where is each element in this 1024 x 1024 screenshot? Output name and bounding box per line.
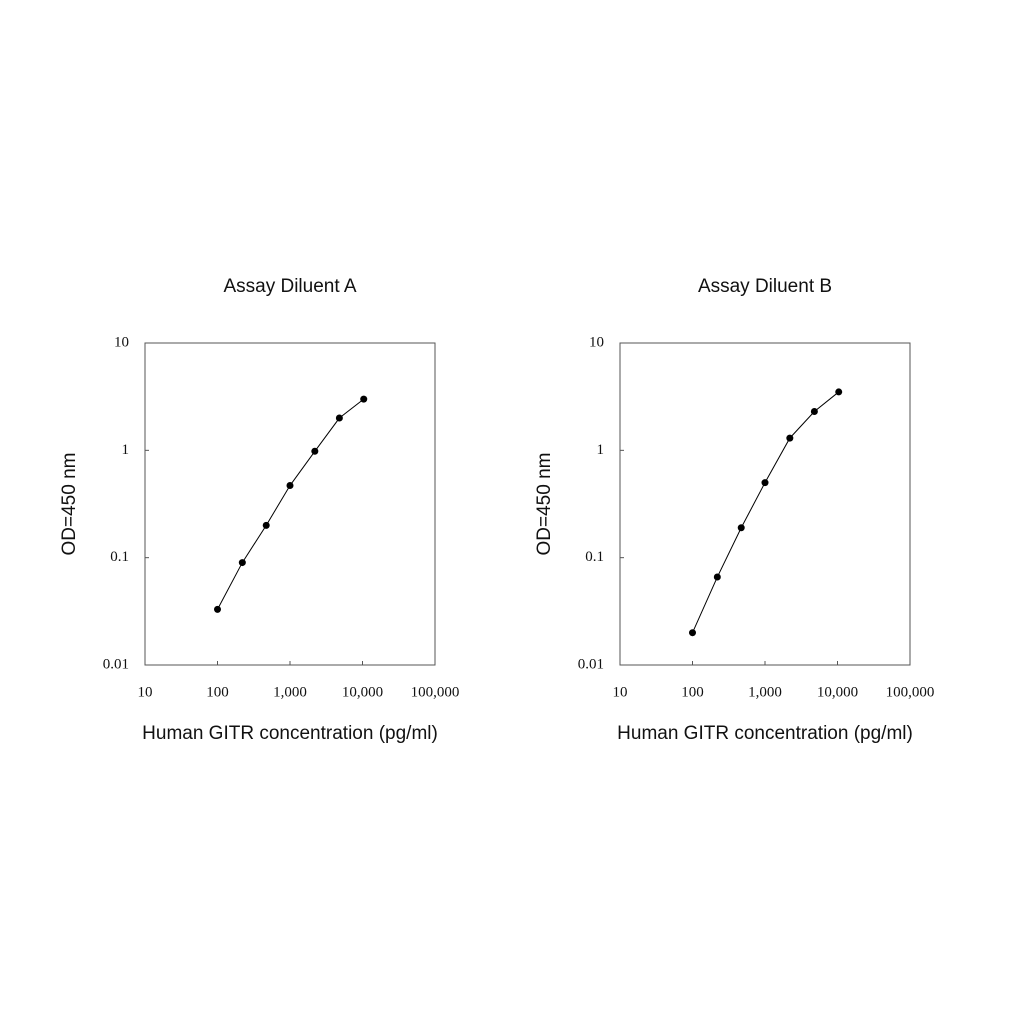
- y-tick-label: 0.01: [578, 656, 604, 672]
- data-point: [810, 408, 818, 416]
- data-point: [311, 447, 319, 455]
- data-point: [737, 524, 745, 532]
- x-tick-label: 10: [138, 684, 153, 700]
- data-point: [360, 395, 368, 403]
- data-point: [835, 388, 843, 396]
- y-tick-label: 1: [122, 442, 130, 458]
- plot-frame: [144, 342, 436, 666]
- x-tick-label: 10,000: [342, 684, 383, 700]
- data-point: [214, 605, 221, 613]
- y-tick-label: 10: [589, 334, 604, 350]
- data-point: [286, 482, 294, 490]
- data-point: [786, 434, 794, 442]
- y-tick-label: 0.1: [585, 549, 604, 565]
- data-line: [217, 398, 365, 610]
- y-tick-label: 0.1: [110, 549, 129, 565]
- y-tick-label: 1: [597, 442, 605, 458]
- chart-title: Assay Diluent A: [223, 276, 356, 297]
- x-tick-label: 100,000: [886, 684, 935, 700]
- x-axis-label: Human GITR concentration (pg/ml): [142, 723, 438, 744]
- data-point: [238, 559, 246, 567]
- x-tick-label: 1,000: [748, 684, 782, 700]
- x-tick-label: 1,000: [273, 684, 307, 700]
- y-tick-label: 0.01: [103, 656, 129, 672]
- x-tick-label: 10: [613, 684, 628, 700]
- data-line: [692, 391, 840, 633]
- y-tick-label: 10: [114, 334, 129, 350]
- data-point: [761, 479, 769, 487]
- x-tick-label: 100,000: [411, 684, 460, 700]
- data-point: [262, 521, 270, 529]
- x-tick-label: 100: [681, 684, 704, 700]
- x-tick-label: 10,000: [817, 684, 858, 700]
- y-axis-label: OD=450 nm: [534, 453, 555, 556]
- plot-frame: [619, 342, 911, 666]
- data-point: [713, 573, 721, 581]
- data-point: [689, 629, 696, 637]
- y-axis-label: OD=450 nm: [59, 453, 80, 556]
- x-tick-label: 100: [206, 684, 229, 700]
- x-axis-label: Human GITR concentration (pg/ml): [617, 723, 913, 744]
- data-point: [335, 414, 343, 422]
- chart-title: Assay Diluent B: [698, 276, 832, 297]
